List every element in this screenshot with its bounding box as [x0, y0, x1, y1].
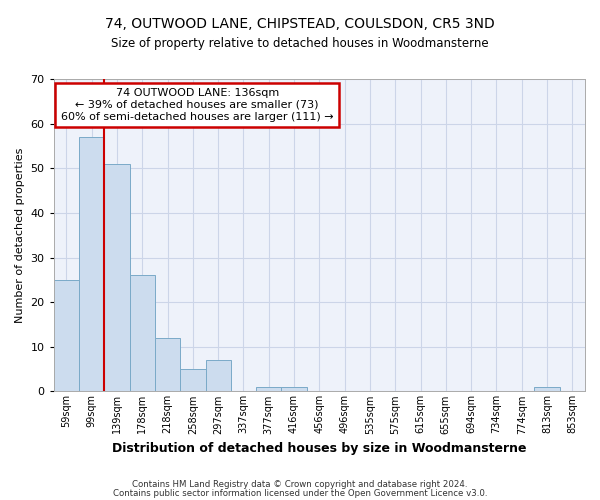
Y-axis label: Number of detached properties: Number of detached properties	[15, 148, 25, 323]
Text: Contains HM Land Registry data © Crown copyright and database right 2024.: Contains HM Land Registry data © Crown c…	[132, 480, 468, 489]
Bar	[256, 387, 281, 392]
Bar	[535, 387, 560, 392]
Bar	[79, 137, 104, 392]
Bar	[281, 387, 307, 392]
Bar	[104, 164, 130, 392]
Text: 74 OUTWOOD LANE: 136sqm
← 39% of detached houses are smaller (73)
60% of semi-de: 74 OUTWOOD LANE: 136sqm ← 39% of detache…	[61, 88, 334, 122]
Bar	[130, 276, 155, 392]
Bar	[54, 280, 79, 392]
Text: Size of property relative to detached houses in Woodmansterne: Size of property relative to detached ho…	[111, 38, 489, 51]
Bar	[206, 360, 231, 392]
X-axis label: Distribution of detached houses by size in Woodmansterne: Distribution of detached houses by size …	[112, 442, 527, 455]
Text: 74, OUTWOOD LANE, CHIPSTEAD, COULSDON, CR5 3ND: 74, OUTWOOD LANE, CHIPSTEAD, COULSDON, C…	[105, 18, 495, 32]
Text: Contains public sector information licensed under the Open Government Licence v3: Contains public sector information licen…	[113, 490, 487, 498]
Bar	[155, 338, 180, 392]
Bar	[180, 369, 206, 392]
